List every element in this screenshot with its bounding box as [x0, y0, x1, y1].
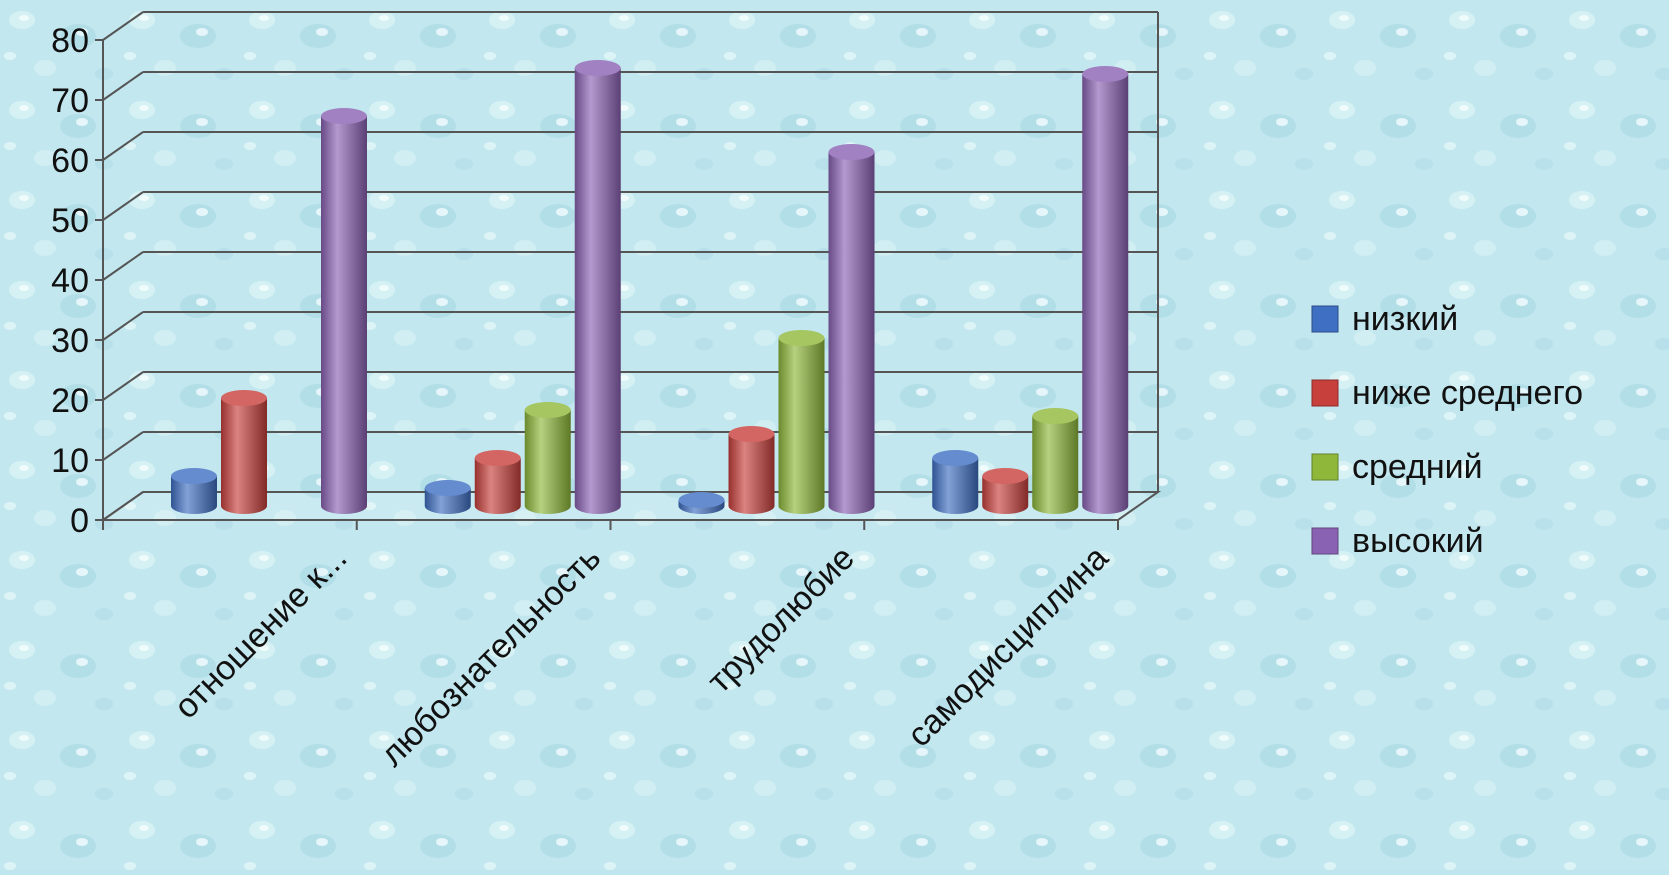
bar: [524, 402, 571, 514]
bar-cap: [828, 144, 875, 160]
bar-body: [932, 458, 979, 514]
bar-body: [321, 116, 367, 514]
bar-body: [778, 338, 825, 514]
bar-cap: [678, 492, 725, 508]
legend-item: ниже среднего: [1311, 374, 1583, 412]
bar-body: [221, 398, 267, 514]
bar-cap: [1082, 66, 1129, 82]
legend: низкий ниже среднего средний высокий: [1311, 300, 1583, 560]
bar: [221, 390, 267, 514]
bar: [424, 480, 471, 514]
bar: [574, 60, 621, 514]
gridline-side: [102, 311, 144, 341]
bar-body: [474, 458, 521, 514]
legend-swatch: [1311, 305, 1339, 333]
bar-cap: [321, 108, 367, 124]
bar: [932, 450, 979, 514]
bar: [1032, 408, 1079, 514]
bar-body: [524, 410, 571, 514]
legend-swatch: [1311, 527, 1339, 555]
y-tick-label: 50: [51, 202, 89, 240]
bar: [678, 492, 725, 514]
bar-cap: [982, 468, 1029, 484]
bar: [728, 426, 775, 514]
y-tick-label: 60: [51, 142, 89, 180]
bar-body: [574, 68, 621, 514]
bar-cap: [574, 60, 621, 76]
bar-cap: [474, 450, 521, 466]
legend-label: высокий: [1352, 522, 1484, 560]
legend-label: ниже среднего: [1352, 374, 1583, 412]
bar-body: [728, 434, 775, 514]
y-tick-label: 0: [70, 502, 89, 540]
bar-cap: [424, 480, 471, 496]
bar: [1082, 66, 1129, 514]
bar: [474, 450, 521, 514]
bars: [171, 60, 1129, 514]
legend-label: средний: [1352, 448, 1483, 486]
legend-swatch: [1311, 379, 1339, 407]
bar-body: [171, 476, 217, 514]
bar-cap: [1032, 408, 1079, 424]
y-axis-tick-labels: 0 10 20 30 40 50 60 70 80: [51, 22, 89, 540]
bar-cap: [524, 402, 571, 418]
gridline-side: [102, 251, 144, 281]
bar-body: [982, 476, 1029, 514]
gridline-side: [102, 431, 144, 461]
y-tick-label: 80: [51, 22, 89, 60]
bar-body: [828, 152, 875, 514]
y-tick-label: 20: [51, 382, 89, 420]
bar: [171, 468, 217, 514]
gridline-side: [102, 131, 144, 161]
y-tick-label: 30: [51, 322, 89, 360]
bar-cap: [171, 468, 217, 484]
bar-cap: [778, 330, 825, 346]
gridline-side: [102, 191, 144, 221]
bar: [321, 108, 367, 514]
y-tick-label: 40: [51, 262, 89, 300]
bar-cap: [932, 450, 979, 466]
bar: [778, 330, 825, 514]
gridline-side: [102, 371, 144, 401]
bar-cap: [728, 426, 775, 442]
bar-body: [1032, 416, 1079, 514]
legend-item: высокий: [1311, 522, 1484, 560]
bar: [828, 144, 875, 514]
bar: [982, 468, 1029, 514]
y-tick-label: 10: [51, 442, 89, 480]
legend-label: низкий: [1352, 300, 1458, 338]
gridline-side: [102, 71, 144, 101]
legend-item: средний: [1311, 448, 1483, 486]
bar-body: [1082, 74, 1129, 514]
bar-cap: [221, 390, 267, 406]
legend-item: низкий: [1311, 300, 1458, 338]
legend-swatch: [1311, 453, 1339, 481]
y-tick-label: 70: [51, 82, 89, 120]
gridline-side: [102, 11, 144, 41]
